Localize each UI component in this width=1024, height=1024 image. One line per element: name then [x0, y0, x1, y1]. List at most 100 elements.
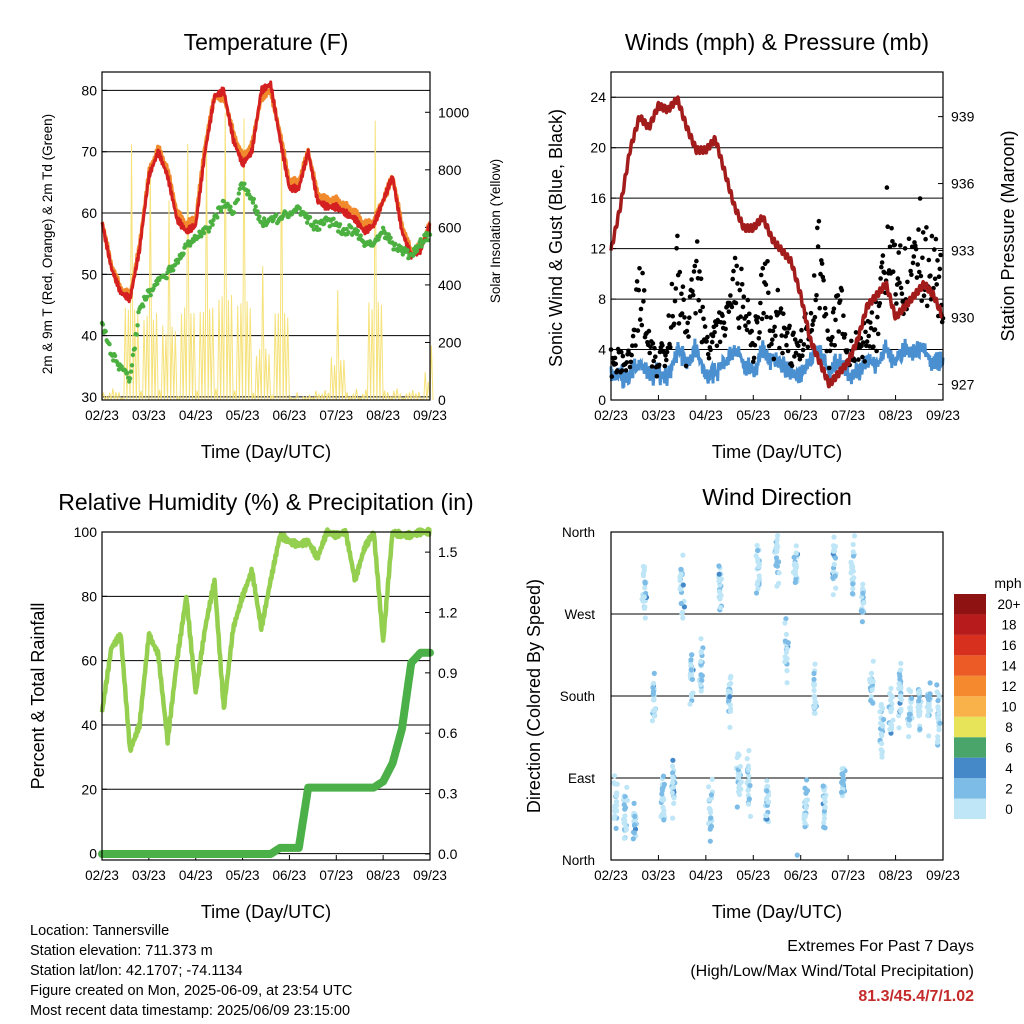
wdir-point	[861, 600, 867, 606]
dewpoint-point	[125, 370, 130, 376]
rh-y2tick-label: 0.3	[438, 786, 458, 802]
winds-xtick-label: 05/23	[736, 408, 770, 423]
wdir-point	[670, 770, 676, 776]
gust-point	[639, 322, 645, 328]
rh-ytick-label: 60	[81, 653, 97, 669]
wdir-point	[680, 582, 686, 588]
wdir-point	[868, 698, 874, 704]
wdir-point	[744, 756, 750, 762]
wdir-point	[784, 680, 790, 686]
wdir-point	[754, 581, 760, 588]
gust-point	[755, 315, 761, 320]
wdir-point	[698, 682, 704, 688]
gust-point	[931, 285, 936, 291]
wdir-point	[849, 576, 855, 583]
gust-point	[871, 344, 876, 350]
winds-ytick-label: 0	[598, 392, 606, 408]
wdir-point	[706, 805, 712, 812]
gust-point	[690, 292, 696, 298]
gust-point	[890, 239, 895, 244]
gust-point	[758, 272, 764, 278]
gust-point	[647, 350, 652, 356]
wdir-xtick-label: 08/23	[879, 868, 913, 883]
rh-ytick-label: 40	[81, 717, 97, 733]
dewpoint-point	[155, 281, 160, 286]
info-elevation: Station elevation: 711.373 m	[30, 943, 213, 959]
gust-point	[630, 333, 636, 339]
wdir-point	[896, 685, 902, 692]
dewpoint-point	[406, 256, 411, 261]
wdir-point	[727, 675, 733, 681]
gust-point	[830, 309, 836, 315]
gust-point	[722, 333, 728, 338]
wdir-point	[650, 708, 656, 714]
gust-point	[686, 334, 691, 339]
extremes-title: Extremes For Past 7 Days	[787, 938, 974, 955]
gust-point	[654, 374, 660, 379]
wdir-point	[812, 703, 818, 709]
gust-point	[929, 233, 935, 239]
gust-point	[705, 351, 711, 357]
gust-point	[915, 262, 920, 267]
gust-point	[682, 315, 687, 320]
wdir-ylabel: Direction (Colored By Speed)	[524, 579, 544, 813]
colorbar-swatch	[954, 655, 986, 676]
winds-ytick-label: 8	[598, 291, 606, 307]
wdir-point	[737, 781, 743, 787]
wdir-xtick-label: 05/23	[736, 868, 770, 883]
dewpoint-point	[425, 238, 431, 243]
gust-point	[893, 292, 898, 297]
gust-point	[914, 275, 920, 280]
dewpoint-point	[206, 229, 211, 234]
gust-point	[849, 338, 854, 344]
wdir-point	[832, 555, 839, 561]
wdir-point	[640, 571, 646, 577]
wdir-point	[868, 694, 874, 700]
gust-point	[710, 333, 716, 339]
winds-xtick-label: 06/23	[784, 408, 818, 423]
wdir-point	[624, 797, 630, 804]
gust-point	[697, 269, 702, 274]
temp-y2tick-label: 800	[438, 162, 462, 178]
gust-point	[769, 341, 774, 347]
gust-point	[700, 304, 705, 310]
gust-point	[879, 264, 884, 270]
dewpoint-point	[358, 233, 363, 238]
gust-point	[720, 313, 725, 319]
wdir-point	[765, 799, 772, 805]
wdir-point	[850, 549, 856, 555]
wdir-point	[927, 680, 933, 686]
wdir-point	[774, 542, 780, 548]
gust-point	[936, 274, 942, 280]
info-latlon: Station lat/lon: 42.1707; -74.1134	[30, 963, 243, 979]
wdir-point	[794, 852, 800, 858]
colorbar-label: 0	[1005, 802, 1013, 817]
wdir-xtick-label: 06/23	[784, 868, 818, 883]
gust-point	[785, 330, 790, 336]
wdir-point	[840, 776, 846, 783]
gust-point	[637, 266, 642, 271]
wdir-point	[859, 619, 866, 625]
dewpoint-point	[112, 353, 118, 358]
gust-point	[761, 310, 766, 316]
gust-point	[674, 246, 679, 251]
winds-xtick-label: 02/23	[594, 408, 628, 423]
wdir-point	[802, 801, 808, 807]
gust-point	[902, 246, 908, 251]
colorbar-title: mph	[994, 575, 1021, 591]
gust-point	[705, 334, 710, 340]
wdir-point	[631, 800, 637, 807]
dewpoint-point	[164, 276, 169, 281]
wdir-point	[745, 766, 752, 772]
gust-point	[620, 353, 626, 359]
gust-point	[721, 320, 727, 326]
wdir-point	[612, 781, 618, 787]
wdir-point	[734, 754, 740, 761]
gust-point	[713, 322, 719, 328]
gust-point	[739, 266, 744, 272]
wdir-point	[716, 571, 722, 577]
rh-xtick-label: 02/23	[85, 868, 119, 883]
gust-point	[641, 299, 646, 304]
gust-point	[773, 333, 778, 339]
wdir-point	[811, 693, 817, 699]
